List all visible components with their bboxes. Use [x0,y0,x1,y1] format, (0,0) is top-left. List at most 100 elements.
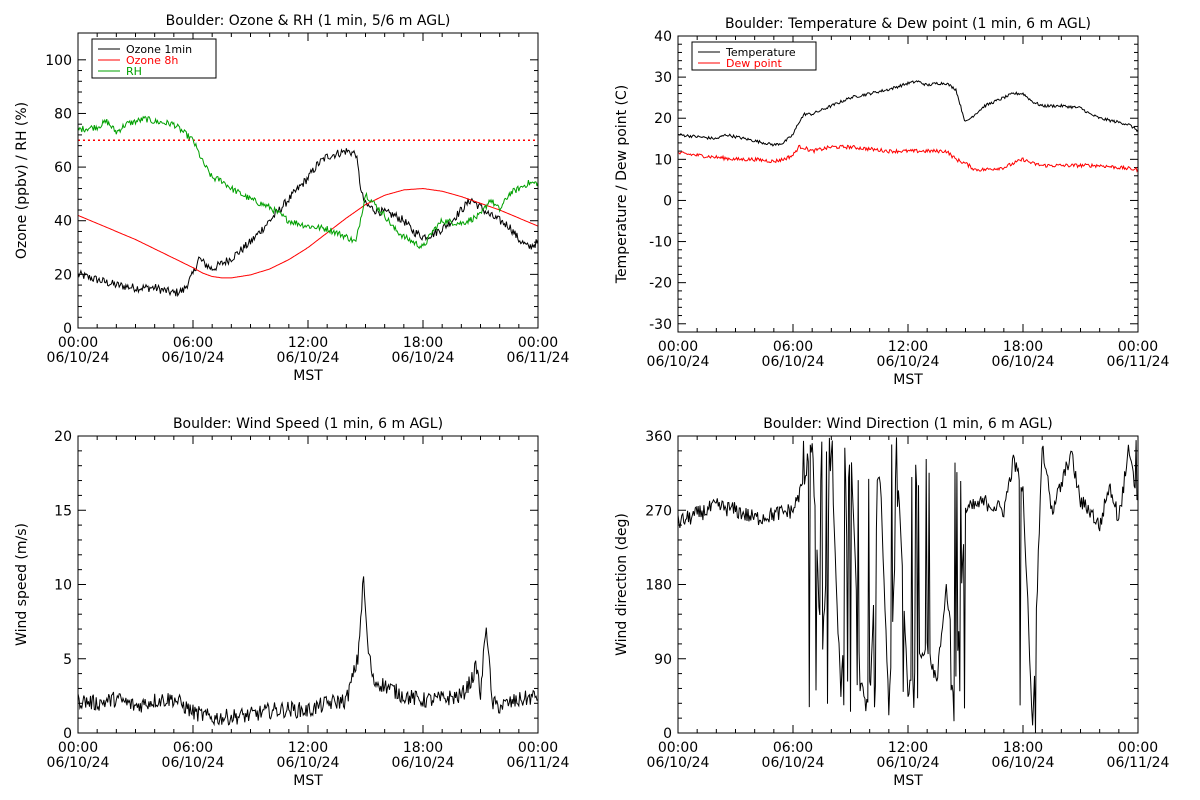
legend-box [691,41,817,71]
chart-panel-temperature: Boulder: Temperature & Dew point (1 min,… [614,16,1170,388]
x-tick-time: 12:00 [288,740,328,756]
y-tick-label: 15 [54,503,72,519]
legend-entry: Ozone 1min [126,43,192,56]
y-tick-label: 0 [663,726,672,742]
x-tick-time: 18:00 [403,335,443,351]
x-tick-date: 06/10/24 [392,755,455,771]
x-tick-time: 06:00 [773,339,813,355]
x-tick-time: 06:00 [173,335,213,351]
plot-frame [677,435,1139,734]
x-tick-time: 18:00 [1003,339,1043,355]
legend-entry: RH [126,65,142,78]
y-tick-label: 5 [63,652,72,668]
y-tick-label: 90 [654,652,672,668]
x-tick-time: 00:00 [518,335,558,351]
series-line-0 [78,576,538,727]
x-tick-time: 12:00 [888,740,928,756]
series-group [78,115,538,298]
chart-title: Boulder: Temperature & Dew point (1 min,… [725,16,1091,32]
x-tick-date: 06/11/24 [507,350,570,366]
x-tick-date: 06/10/24 [277,350,340,366]
x-tick-time: 00:00 [518,740,558,756]
series-group [678,437,1138,733]
x-tick-date: 06/10/24 [47,350,110,366]
x-tick-time: 12:00 [288,335,328,351]
y-tick-label: 10 [54,578,72,594]
y-tick-label: 10 [654,152,672,168]
y-tick-label: 360 [645,429,672,445]
chart-title: Boulder: Wind Speed (1 min, 6 m AGL) [173,416,443,432]
series-line-0 [78,148,538,298]
x-tick-date: 06/11/24 [507,755,570,771]
plot-frame [77,435,539,734]
x-tick-time: 00:00 [58,740,98,756]
chart-panel-winddir: Boulder: Wind Direction (1 min, 6 m AGL)… [614,416,1170,789]
series-line-0 [678,437,1138,733]
y-tick-label: 0 [63,726,72,742]
x-tick-time: 00:00 [1118,339,1158,355]
x-tick-date: 06/10/24 [992,755,1055,771]
x-tick-date: 06/11/24 [1107,755,1170,771]
y-tick-label: -30 [649,317,672,333]
legend-entry: Dew point [726,57,782,70]
x-tick-time: 12:00 [888,339,928,355]
y-tick-label: 30 [654,70,672,86]
y-tick-label: -20 [649,276,672,292]
y-axis-label: Wind speed (m/s) [14,523,30,646]
y-axis-label: Ozone (ppbv) / RH (%) [14,102,30,259]
y-tick-label: 40 [54,214,72,230]
plot-frame [77,32,539,329]
y-tick-label: 20 [54,267,72,283]
x-tick-date: 06/10/24 [47,755,110,771]
x-tick-time: 00:00 [58,335,98,351]
x-tick-date: 06/10/24 [162,755,225,771]
y-tick-label: -10 [649,235,672,251]
x-axis-label: MST [893,372,923,388]
x-tick-date: 06/10/24 [162,350,225,366]
x-tick-date: 06/10/24 [762,755,825,771]
x-axis-label: MST [293,368,323,384]
x-tick-date: 06/10/24 [992,354,1055,370]
y-tick-label: 60 [54,160,72,176]
x-tick-date: 06/10/24 [877,354,940,370]
x-tick-date: 06/10/24 [647,354,710,370]
x-tick-time: 06:00 [173,740,213,756]
x-tick-time: 18:00 [1003,740,1043,756]
y-tick-label: 20 [54,429,72,445]
series-line-1 [78,187,538,279]
y-tick-label: 40 [654,29,672,45]
chart-panel-windspeed: Boulder: Wind Speed (1 min, 6 m AGL) 0 5 10… [14,416,570,789]
x-axis-label: MST [893,773,923,789]
x-tick-time: 00:00 [658,339,698,355]
legend-entry: Ozone 8h [126,54,178,67]
legend-entry: Temperature [725,46,796,59]
y-tick-label: 80 [54,106,72,122]
x-tick-time: 06:00 [773,740,813,756]
x-tick-time: 00:00 [1118,740,1158,756]
x-tick-date: 06/10/24 [277,755,340,771]
x-tick-time: 18:00 [403,740,443,756]
series-group [678,80,1138,173]
y-tick-label: 180 [645,578,672,594]
y-tick-label: 0 [63,321,72,337]
y-axis-label: Temperature / Dew point (C) [614,85,630,284]
y-axis-label: Wind direction (deg) [614,513,630,656]
y-tick-label: 270 [645,503,672,519]
x-tick-date: 06/10/24 [877,755,940,771]
series-line-2 [78,115,538,250]
chart-panel-ozone: Boulder: Ozone & RH (1 min, 5/6 m AGL) 0 2… [14,13,570,384]
x-tick-time: 00:00 [658,740,698,756]
y-tick-label: 100 [45,53,72,69]
series-group [78,576,538,727]
y-tick-label: 20 [654,111,672,127]
series-line-0 [678,80,1138,147]
series-line-1 [678,144,1138,173]
chart-title: Boulder: Ozone & RH (1 min, 5/6 m AGL) [166,13,451,29]
x-tick-date: 06/10/24 [647,755,710,771]
chart-title: Boulder: Wind Direction (1 min, 6 m AGL) [763,416,1052,432]
x-tick-date: 06/11/24 [1107,354,1170,370]
x-axis-label: MST [293,773,323,789]
y-tick-label: 0 [663,193,672,209]
x-tick-date: 06/10/24 [762,354,825,370]
